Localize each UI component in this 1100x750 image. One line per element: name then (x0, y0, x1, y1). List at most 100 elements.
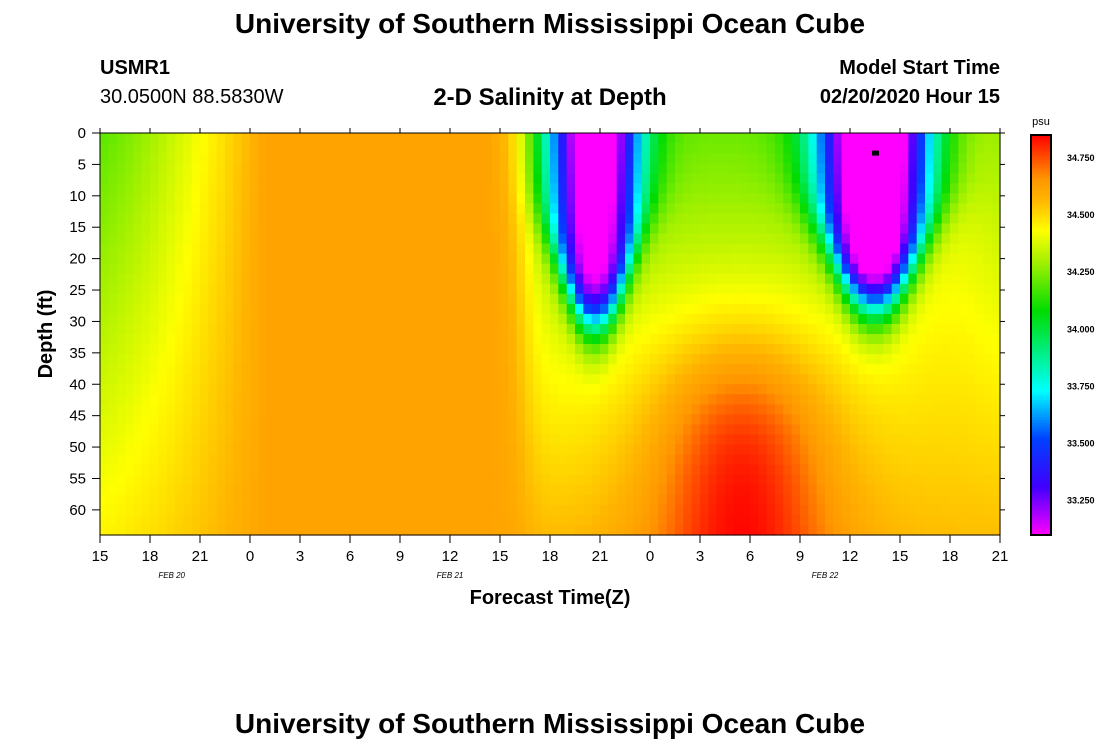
heatmap-cell (158, 323, 168, 335)
heatmap-cell (408, 203, 418, 214)
heatmap-cell (250, 243, 259, 255)
heatmap-cell (541, 434, 551, 446)
colorbar-swatch (1031, 300, 1051, 304)
heatmap-cell (716, 354, 726, 365)
colorbar-swatch (1031, 195, 1051, 199)
heatmap-cell (775, 323, 784, 335)
heatmap-cell (108, 504, 118, 516)
heatmap-cell (991, 414, 1001, 426)
heatmap-cell (666, 213, 676, 225)
heatmap-cell (100, 233, 109, 245)
heatmap-cell (616, 374, 626, 385)
colorbar-swatch (1031, 527, 1051, 531)
heatmap-cell (458, 203, 468, 214)
heatmap-cell (725, 273, 734, 285)
heatmap-cell (166, 524, 176, 536)
heatmap-cell (666, 183, 676, 194)
heatmap-cell (633, 394, 643, 405)
heatmap-cell (391, 474, 401, 486)
heatmap-cell (600, 524, 609, 536)
heatmap-cell (625, 253, 634, 265)
heatmap-cell (858, 344, 868, 355)
colorbar-swatch (1031, 240, 1051, 244)
heatmap-cell (216, 153, 226, 164)
heatmap-cell (775, 163, 784, 174)
colorbar-swatch (1031, 135, 1051, 139)
heatmap-cell (650, 153, 659, 164)
heatmap-cell (391, 223, 401, 235)
heatmap-cell (516, 163, 526, 174)
heatmap-cell (325, 474, 334, 486)
heatmap-cell (400, 293, 409, 305)
heatmap-cell (591, 494, 601, 506)
heatmap-cell (908, 364, 918, 375)
heatmap-cell (766, 153, 776, 164)
heatmap-cell (408, 494, 418, 506)
heatmap-cell (916, 303, 926, 315)
heatmap-cell (991, 183, 1001, 194)
heatmap-cell (650, 163, 659, 174)
heatmap-cell (758, 454, 768, 466)
heatmap-cell (966, 394, 976, 405)
heatmap-cell (300, 303, 309, 315)
heatmap-cell (125, 334, 134, 345)
heatmap-cell (516, 384, 526, 395)
heatmap-cell (183, 454, 193, 466)
heatmap-cell (208, 163, 218, 174)
heatmap-cell (183, 183, 193, 194)
heatmap-cell (166, 404, 176, 415)
heatmap-cell (916, 283, 926, 295)
heatmap-cell (366, 183, 376, 194)
heatmap-cell (175, 253, 184, 265)
heatmap-cell (458, 313, 468, 325)
heatmap-cell (708, 364, 718, 375)
heatmap-cell (858, 153, 868, 164)
colorbar-swatch (1031, 170, 1051, 174)
heatmap-cell (858, 233, 868, 245)
heatmap-cell (816, 344, 826, 355)
heatmap-cell (741, 484, 751, 496)
heatmap-cell (466, 163, 476, 174)
heatmap-cell (266, 203, 276, 214)
heatmap-cell (308, 173, 318, 184)
heatmap-cell (416, 293, 426, 305)
colorbar-swatch (1031, 237, 1051, 241)
heatmap-cell (825, 143, 834, 154)
heatmap-cell (608, 484, 618, 496)
heatmap-cell (800, 133, 809, 144)
heatmap-cell (866, 454, 876, 466)
heatmap-cell (158, 374, 168, 385)
heatmap-cell (750, 273, 759, 285)
heatmap-cell (391, 354, 401, 365)
heatmap-cell (100, 153, 109, 164)
heatmap-cell (716, 303, 726, 315)
heatmap-cell (125, 313, 134, 325)
heatmap-cell (241, 414, 251, 426)
heatmap-cell (858, 514, 868, 526)
heatmap-cell (633, 163, 643, 174)
heatmap-cell (241, 344, 251, 355)
heatmap-cell (533, 484, 543, 496)
heatmap-cell (383, 374, 393, 385)
heatmap-cell (808, 484, 818, 496)
heatmap-cell (408, 464, 418, 476)
heatmap-cell (883, 374, 893, 385)
heatmap-cell (200, 283, 209, 295)
heatmap-cell (966, 263, 976, 275)
heatmap-cell (716, 313, 726, 325)
heatmap-cell (333, 514, 343, 526)
heatmap-cell (391, 193, 401, 204)
heatmap-cell (883, 434, 893, 446)
heatmap-cell (175, 243, 184, 255)
heatmap-cell (358, 384, 368, 395)
heatmap-cell (291, 394, 301, 405)
heatmap-cell (208, 173, 218, 184)
heatmap-cell (741, 263, 751, 275)
heatmap-cell (466, 143, 476, 154)
heatmap-cell (825, 173, 834, 184)
heatmap-cell (975, 273, 984, 285)
heatmap-cell (516, 434, 526, 446)
heatmap-cell (391, 454, 401, 466)
heatmap-cell (991, 474, 1001, 486)
heatmap-cell (150, 193, 159, 204)
